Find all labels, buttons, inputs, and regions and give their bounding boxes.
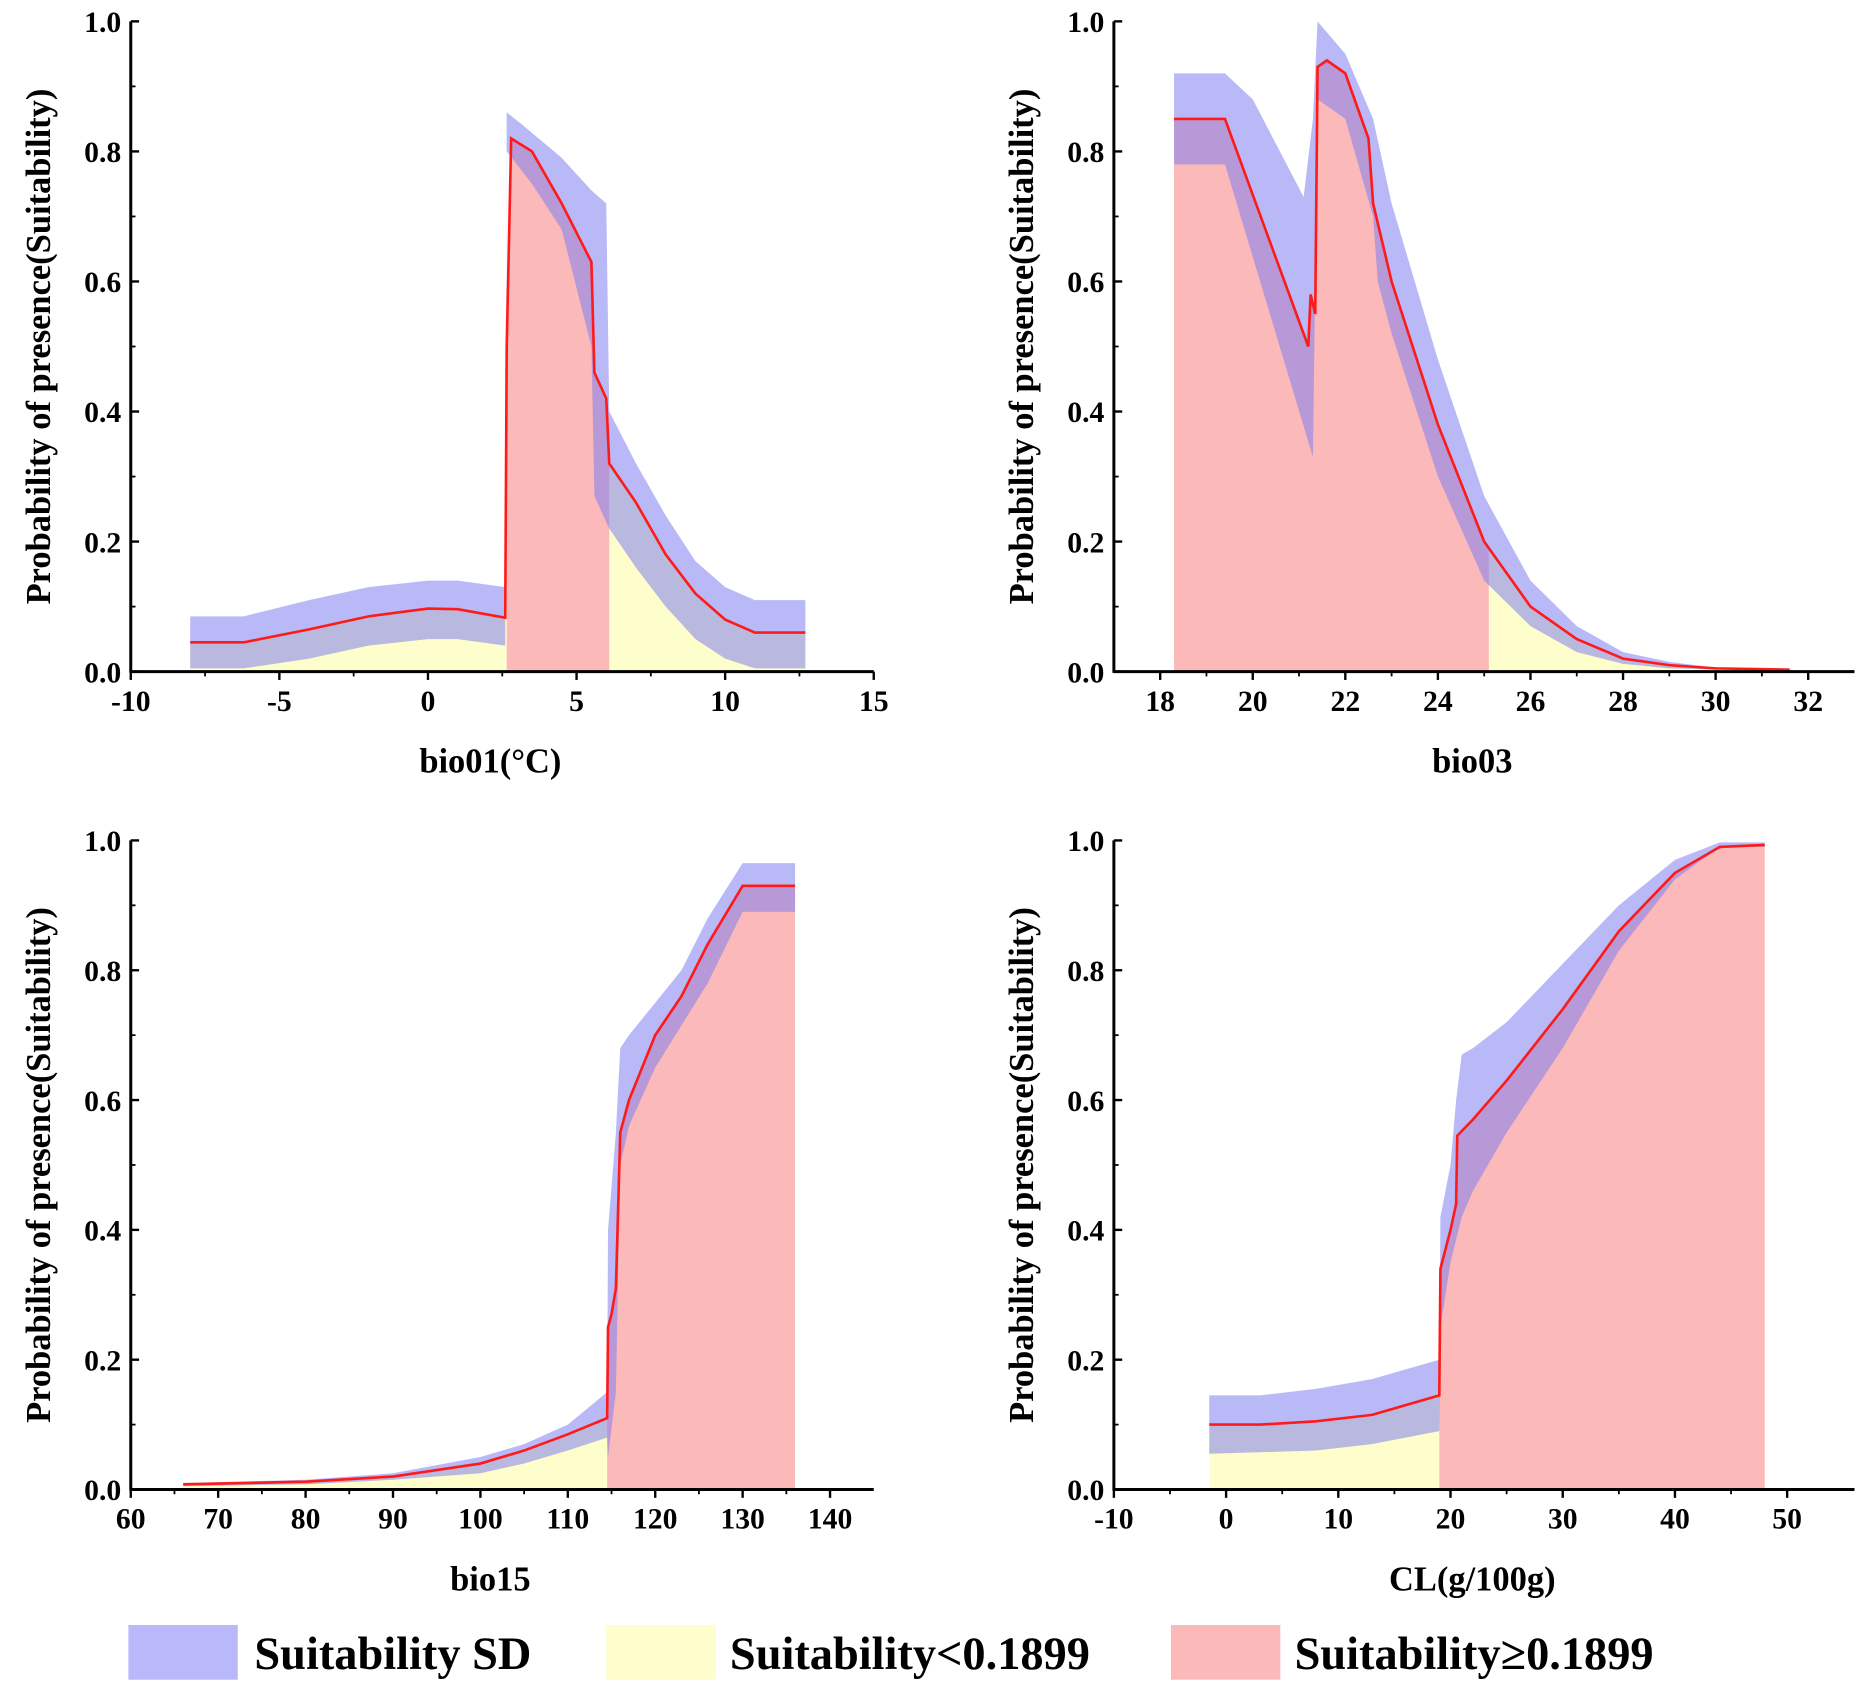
y-axis-label: Probability of presence(Suitability) <box>1003 907 1041 1423</box>
low-suitability-area <box>609 463 806 672</box>
legend-label-high: Suitability≥0.1899 <box>1295 1629 1654 1680</box>
y-tick-label: 0.6 <box>84 1086 121 1118</box>
x-tick-label: 26 <box>1516 686 1546 718</box>
mean-suitability-line <box>183 884 796 1486</box>
x-tick-label: 140 <box>808 1504 853 1536</box>
legend: Suitability SD Suitability<0.1899 Suitab… <box>128 1625 1654 1680</box>
x-axis-label: bio01(°C) <box>419 743 561 781</box>
y-tick-label: 0.6 <box>1067 267 1104 299</box>
legend-swatch-low <box>606 1625 716 1680</box>
y-tick-label: 0.0 <box>84 1475 121 1507</box>
x-tick-label: 60 <box>116 1504 146 1536</box>
mean-suitability-line <box>190 136 806 644</box>
x-tick-label: 20 <box>1436 1504 1466 1536</box>
x-tick-label: 120 <box>633 1504 678 1536</box>
x-tick-label: 50 <box>1772 1504 1802 1536</box>
y-tick-label: 0.6 <box>1067 1086 1104 1118</box>
x-tick-label: -10 <box>1094 1504 1134 1536</box>
y-tick-label: 0.8 <box>84 956 121 988</box>
x-tick-label: 100 <box>458 1504 503 1536</box>
x-tick-label: 32 <box>1793 686 1823 718</box>
y-tick-label: 0.4 <box>1067 397 1104 429</box>
legend-label-sd: Suitability SD <box>254 1629 531 1680</box>
x-tick-label: 15 <box>859 686 889 718</box>
y-tick-label: 1.0 <box>84 826 121 858</box>
y-tick-label: 0.0 <box>84 657 121 689</box>
y-tick-label: 0.8 <box>1067 137 1104 169</box>
x-tick-label: 10 <box>710 686 740 718</box>
legend-label-low: Suitability<0.1899 <box>730 1629 1090 1680</box>
y-tick-label: 1.0 <box>84 7 121 39</box>
low-suitability-area <box>183 1418 608 1490</box>
y-tick-label: 0.2 <box>1067 1345 1104 1377</box>
y-tick-label: 0.2 <box>1067 527 1104 559</box>
x-tick-label: -5 <box>267 686 292 718</box>
x-tick-label: 5 <box>569 686 584 718</box>
x-tick-label: -10 <box>111 686 151 718</box>
legend-swatch-high <box>1170 1625 1281 1680</box>
mean-suitability-line <box>1209 843 1765 1426</box>
x-axis-label: CL(g/100g) <box>1389 1561 1556 1599</box>
suitability-sd-band <box>1209 842 1765 1454</box>
x-tick-label: 130 <box>720 1504 765 1536</box>
y-tick-label: 1.0 <box>1067 7 1104 39</box>
x-tick-label: 22 <box>1330 686 1360 718</box>
suitability-sd-band <box>190 112 806 669</box>
y-axis-label: Probability of presence(Suitability) <box>20 89 58 605</box>
y-tick-label: 0.4 <box>1067 1216 1104 1248</box>
panel-3: 0.0 0.2 0.4 0.6 0.8 1.0 -10 0 10 20 30 40 50 CL(g/100… <box>1003 826 1855 1599</box>
x-tick-label: 90 <box>378 1504 408 1536</box>
x-tick-label: 20 <box>1238 686 1268 718</box>
suitability-sd-band <box>183 863 796 1487</box>
y-tick-label: 0.2 <box>84 1345 121 1377</box>
y-tick-label: 0.8 <box>84 137 121 169</box>
x-tick-label: 70 <box>203 1504 233 1536</box>
x-tick-label: 30 <box>1548 1504 1578 1536</box>
x-axis-label: bio03 <box>1432 743 1512 781</box>
high-suitability-area <box>607 885 796 1490</box>
y-tick-label: 0.4 <box>84 397 121 429</box>
x-tick-label: 110 <box>546 1504 589 1536</box>
x-tick-label: 18 <box>1145 686 1175 718</box>
x-tick-label: 10 <box>1323 1504 1353 1536</box>
panel-0: 0.0 0.2 0.4 0.6 0.8 1.0 -10 -5 0 5 10 15 bio01(°C) Pr… <box>20 7 889 781</box>
x-tick-label: 0 <box>421 686 436 718</box>
panel-1: 0.0 0.2 0.4 0.6 0.8 1.0 18 20 22 24 26 28 30 32 bio03 P… <box>1003 7 1855 781</box>
x-tick-label: 0 <box>1219 1504 1234 1536</box>
x-axis-label: bio15 <box>450 1561 530 1599</box>
x-tick-label: 30 <box>1701 686 1731 718</box>
suitability-sd-band <box>1174 21 1790 671</box>
mean-suitability-line <box>1174 58 1790 671</box>
x-tick-label: 24 <box>1423 686 1453 718</box>
y-tick-label: 1.0 <box>1067 826 1104 858</box>
x-tick-label: 28 <box>1608 686 1638 718</box>
legend-swatch-sd <box>128 1625 238 1680</box>
y-tick-label: 0.0 <box>1067 657 1104 689</box>
high-suitability-area <box>1439 844 1765 1490</box>
panel-2: 0.0 0.2 0.4 0.6 0.8 1.0 60 70 80 90 100 110 120 130 14… <box>20 826 874 1599</box>
x-tick-label: 80 <box>291 1504 321 1536</box>
y-tick-label: 0.2 <box>84 527 121 559</box>
y-tick-label: 0.0 <box>1067 1475 1104 1507</box>
y-tick-label: 0.4 <box>84 1216 121 1248</box>
y-tick-label: 0.8 <box>1067 956 1104 988</box>
y-axis-label: Probability of presence(Suitability) <box>20 907 58 1423</box>
y-tick-label: 0.6 <box>84 267 121 299</box>
y-axis-label: Probability of presence(Suitability) <box>1003 89 1041 605</box>
x-tick-label: 40 <box>1660 1504 1690 1536</box>
